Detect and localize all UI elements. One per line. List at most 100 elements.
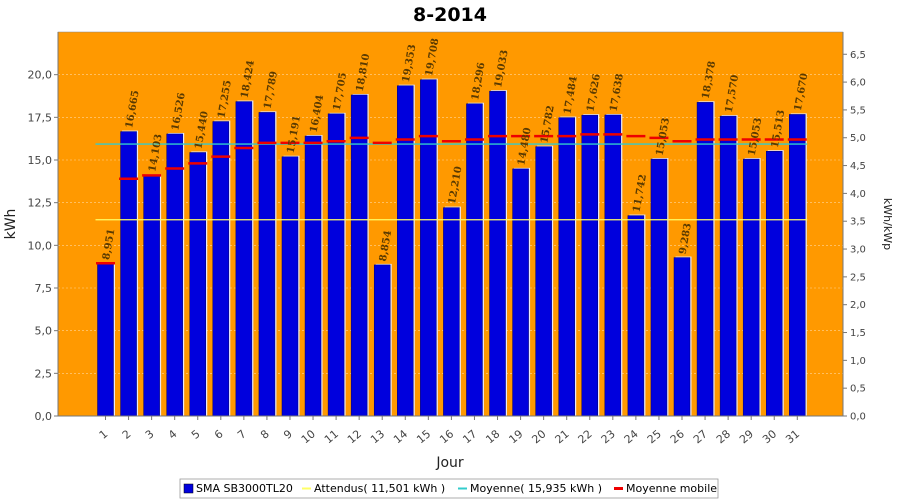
- bar: [212, 121, 230, 417]
- legend-box: [179, 478, 719, 499]
- bar: [350, 94, 368, 417]
- bar: [189, 152, 206, 417]
- y-axis-label: kWh: [3, 209, 19, 240]
- bar: [97, 262, 114, 417]
- x-tick-label: 4: [166, 427, 180, 441]
- x-tick-label: 12: [345, 427, 364, 446]
- legend: SMA SB3000TL20 Attendus( 11,501 kWh ) Mo…: [179, 478, 719, 499]
- bar: [258, 112, 276, 417]
- y-right-tick-label: 1,5: [850, 328, 866, 339]
- x-tick-label: 17: [460, 427, 479, 446]
- x-tick-label: 15: [414, 427, 433, 446]
- y-right-tick-label: 2,0: [850, 300, 866, 311]
- x-tick-label: 26: [668, 427, 687, 446]
- bar: [789, 114, 806, 417]
- bar: [443, 207, 460, 417]
- legend-label-moving-average: Moyenne mobile: [626, 482, 717, 495]
- y-axis-right-label: kWh/kWp: [881, 198, 894, 250]
- bar-value-label: 9,283: [678, 222, 694, 255]
- chart-title: 8-2014: [413, 4, 487, 26]
- y-tick-label: 2,5: [35, 367, 53, 380]
- bar: [696, 102, 714, 417]
- bar: [604, 114, 622, 417]
- x-tick-label: 9: [281, 427, 295, 441]
- bar: [281, 156, 299, 417]
- bar: [489, 90, 506, 417]
- x-tick-label: 23: [599, 427, 618, 446]
- x-tick-label: 24: [622, 427, 641, 446]
- x-axis-label: Jour: [435, 455, 464, 471]
- bar-value-label: 8,854: [378, 230, 394, 263]
- legend-label-series: SMA SB3000TL20: [196, 482, 293, 495]
- y-right-tick-label: 0,5: [850, 384, 866, 395]
- reference-lines: [95, 143, 808, 221]
- bar: [420, 79, 437, 417]
- x-tick-label: 2: [120, 427, 134, 441]
- bar: [558, 117, 575, 417]
- bar: [765, 150, 783, 417]
- y-right-tick-label: 4,5: [850, 161, 866, 172]
- x-axis-ticks: 1 2 3 4 5 6 7 8 9 10 11 12 13 14 15 16 17 18 19 20 21 22 23 24 2…: [97, 416, 802, 446]
- x-tick-label: 11: [322, 427, 341, 446]
- bar-value-label: 8,951: [101, 228, 117, 261]
- x-tick-label: 7: [235, 427, 249, 441]
- x-tick-label: 5: [189, 427, 203, 441]
- x-tick-label: 28: [714, 427, 733, 446]
- bar: [512, 168, 529, 417]
- y-tick-label: 12,5: [28, 197, 53, 210]
- x-tick-label: 18: [483, 427, 502, 446]
- x-tick-label: 14: [391, 427, 410, 446]
- x-tick-label: 6: [212, 427, 226, 441]
- bar: [166, 133, 183, 417]
- y-right-tick-label: 3,5: [850, 217, 866, 228]
- y-tick-label: 17,5: [28, 111, 53, 124]
- y-right-tick-label: 6,0: [850, 78, 866, 89]
- bar: [373, 264, 391, 417]
- x-tick-label: 30: [760, 427, 779, 446]
- y-tick-label: 5,0: [35, 325, 53, 338]
- y-right-tick-label: 5,0: [850, 133, 866, 144]
- x-tick-label: 13: [368, 427, 387, 446]
- bar: [719, 115, 737, 417]
- bar: [397, 85, 414, 417]
- y-tick-label: 0,0: [35, 410, 53, 423]
- y-right-tick-label: 4,0: [850, 189, 866, 200]
- x-tick-label: 1: [97, 427, 111, 441]
- bar: [143, 175, 160, 417]
- y-right-tick-label: 6,5: [850, 50, 866, 61]
- bar-group: [97, 78, 807, 417]
- legend-label-expected: Attendus( 11,501 kWh ): [314, 482, 445, 495]
- y-right-tick-label: 0,0: [850, 412, 866, 423]
- x-tick-label: 27: [691, 427, 710, 446]
- x-tick-label: 19: [506, 427, 525, 446]
- legend-swatch-series: [183, 483, 194, 494]
- x-tick-label: 8: [258, 427, 272, 441]
- y-tick-label: 10,0: [28, 239, 53, 252]
- y-tick-label: 20,0: [28, 69, 53, 82]
- x-tick-label: 31: [783, 427, 802, 446]
- y-right-tick-label: 2,5: [850, 272, 866, 283]
- x-tick-label: 16: [437, 427, 456, 446]
- y-tick-label: 7,5: [35, 282, 53, 295]
- x-tick-label: 10: [299, 427, 318, 446]
- y-tick-label: 15,0: [28, 154, 53, 167]
- moving-average-group: [96, 133, 807, 265]
- bar: [650, 158, 668, 417]
- bar: [304, 135, 322, 417]
- y-right-tick-label: 1,0: [850, 356, 866, 367]
- bar: [627, 215, 645, 417]
- x-tick-label: 21: [553, 427, 572, 446]
- x-tick-label: 20: [529, 427, 548, 446]
- bar: [120, 131, 137, 417]
- y-right-tick-label: 3,0: [850, 245, 866, 256]
- x-tick-label: 3: [143, 427, 157, 441]
- bar: [466, 103, 483, 417]
- y-axis-right-ticks: 0,0 0,5 1,0 1,5 2,0 2,5 3,0 3,5 4,0 4,5 5,0 5,5 6,0 6…: [843, 50, 866, 423]
- bar: [673, 257, 691, 417]
- y-right-tick-label: 5,5: [850, 105, 866, 116]
- x-tick-label: 29: [737, 427, 756, 446]
- bar: [327, 113, 345, 417]
- y-axis-ticks: 0,0 2,5 5,0 7,5 10,0 12,5 15,0 17,5 20,0: [28, 69, 58, 423]
- bar: [742, 158, 760, 417]
